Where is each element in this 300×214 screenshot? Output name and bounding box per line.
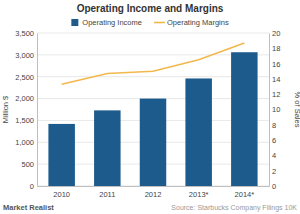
tick: 20 <box>269 29 280 38</box>
tick: 0 <box>30 182 37 191</box>
tick: 2,500 <box>15 73 37 82</box>
y2-axis: 0 2 4 6 8 10 12 14 16 18 20 <box>269 29 280 191</box>
bar <box>48 124 74 186</box>
tick: 10 <box>269 105 280 114</box>
legend-swatch <box>71 19 78 26</box>
bar <box>231 52 257 186</box>
tick: 4 <box>269 151 276 160</box>
tick: 1,000 <box>15 138 37 147</box>
tick: 16 <box>269 60 280 69</box>
x-axis: 2010 2011 2012 2013* 2014* <box>38 186 270 199</box>
legend-item: Operating Margins <box>154 18 229 27</box>
bar <box>185 78 211 186</box>
bar <box>94 110 120 186</box>
tick: 2012 <box>145 186 162 199</box>
tick-label: 0 <box>30 182 34 191</box>
tick-label: 18 <box>272 44 280 53</box>
tick-label: 12 <box>272 90 280 99</box>
axis-line <box>269 34 270 187</box>
tick-label: 1,000 <box>15 138 34 147</box>
logo: Market Realist <box>3 203 54 212</box>
tick: 2011 <box>99 186 115 199</box>
tick: 18 <box>269 44 280 53</box>
tick-label: 2 <box>272 167 276 176</box>
tick-label: 2013* <box>189 190 209 199</box>
tick-label: 2010 <box>53 190 70 199</box>
axis-line <box>37 34 38 187</box>
legend: Operating Income Operating Margins <box>71 18 229 27</box>
line <box>62 43 245 84</box>
tick: 8 <box>269 121 276 130</box>
title: Operating Income and Margins <box>77 3 224 14</box>
tick-label: 8 <box>272 121 276 130</box>
tick-label: 10 <box>272 105 280 114</box>
grid-line <box>37 33 269 34</box>
y-axis-title: Million $ <box>1 95 10 123</box>
y-axis: 0 500 1,000 1,500 2,000 2,500 3,000 3,500 <box>15 29 37 191</box>
tick: 0 <box>269 182 276 191</box>
source: Source: Starbucks Company Filings 10K <box>171 204 297 212</box>
tick-label: 2014* <box>235 190 255 199</box>
tick-label: 20 <box>272 29 280 38</box>
grid <box>37 33 269 186</box>
tick-label: 14 <box>272 75 280 84</box>
tick: 1,500 <box>15 116 37 125</box>
tick: 2,000 <box>15 94 37 103</box>
tick-label: 2012 <box>145 190 162 199</box>
bar <box>140 99 166 186</box>
legend-swatch <box>154 22 165 24</box>
tick: 500 <box>21 160 37 169</box>
tick-label: 500 <box>21 160 34 169</box>
tick-label: 2,500 <box>15 73 34 82</box>
chart: 0 500 1,000 1,500 2,000 2,500 3,000 3,500 0 2 4 6 8 1… <box>0 0 300 214</box>
tick-label: 2,000 <box>15 94 34 103</box>
legend-label: Operating Margins <box>167 18 229 27</box>
axis-line <box>38 186 270 187</box>
tick: 3,500 <box>15 29 37 38</box>
tick-label: 2011 <box>99 190 115 199</box>
tick-label: 4 <box>272 151 276 160</box>
tick-label: 0 <box>272 182 276 191</box>
tick: 2013* <box>189 186 209 199</box>
tick-label: 1,500 <box>15 116 34 125</box>
tick-label: 6 <box>272 136 276 145</box>
tick-label: 16 <box>272 60 280 69</box>
legend-item: Operating Income <box>71 18 142 27</box>
tick: 2 <box>269 167 276 176</box>
legend-label: Operating Income <box>82 18 142 27</box>
plot: 0 500 1,000 1,500 2,000 2,500 3,000 3,500 0 2 4 6 8 1… <box>15 29 280 199</box>
tick: 2014* <box>235 186 255 199</box>
tick: 14 <box>269 75 280 84</box>
tick: 3,000 <box>15 51 37 60</box>
tick: 2010 <box>53 186 70 199</box>
y2-axis-title: % of Sales <box>293 92 300 128</box>
tick-label: 3,000 <box>15 51 34 60</box>
tick-label: 3,500 <box>15 29 34 38</box>
tick: 6 <box>269 136 276 145</box>
data <box>48 43 257 186</box>
tick: 12 <box>269 90 280 99</box>
